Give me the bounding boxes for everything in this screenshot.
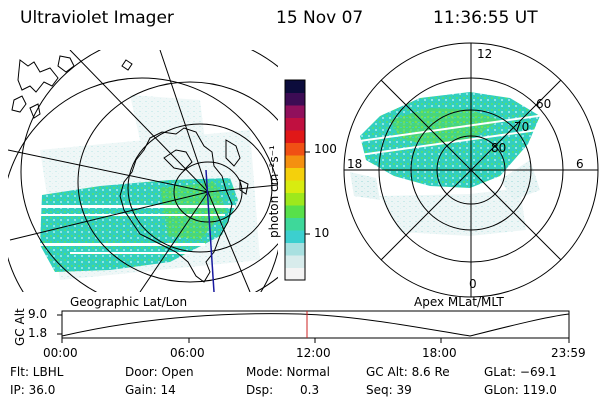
polar-plot	[343, 42, 599, 298]
time-label: 11:36:55 UT	[433, 8, 538, 28]
colorbar-tick-10: 10	[314, 226, 330, 240]
colorbar-segment	[285, 92, 305, 106]
altitude-ytick-min: 1.8	[28, 326, 48, 340]
mlt-label-18: 18	[347, 157, 363, 171]
mlt-label-6: 6	[576, 157, 584, 171]
status-dsp-label: Dsp:	[246, 383, 274, 397]
mlat-label-70: 70	[514, 120, 530, 134]
colorbar-segment	[285, 105, 305, 118]
colorbar-segment	[285, 167, 305, 181]
colorbar-segment	[285, 142, 305, 156]
colorbar-segment	[285, 242, 305, 256]
polar-panel-label: Apex MLat/MLT	[414, 295, 504, 309]
colorbar-segment	[285, 180, 305, 193]
colorbar-unit-label: photon cm⁻²s⁻¹	[267, 145, 281, 238]
colorbar-segment	[285, 205, 305, 218]
status-flt: Flt: LBHL	[10, 365, 64, 379]
colorbar-segment	[285, 230, 305, 243]
altitude-xtick-0000: 00:00	[43, 346, 78, 360]
status-door: Door: Open	[125, 365, 194, 379]
geographic-map	[8, 50, 278, 292]
status-gc-alt: GC Alt: 8.6 Re	[366, 365, 450, 379]
colorbar-segment	[285, 130, 305, 143]
altitude-ytick-max: 9.0	[28, 307, 48, 321]
geo-panel-label: Geographic Lat/Lon	[70, 295, 188, 309]
app-title: Ultraviolet Imager	[20, 8, 174, 28]
status-ip: IP: 36.0	[10, 383, 56, 397]
colorbar	[284, 79, 310, 281]
mlat-label-80: 80	[491, 141, 507, 155]
colorbar-segment	[285, 80, 305, 93]
altitude-xtick-1800: 18:00	[422, 346, 457, 360]
colorbar-segment	[285, 192, 305, 206]
status-glat: GLat: −69.1	[484, 365, 557, 379]
altitude-ylabel: GC Alt	[13, 308, 27, 346]
altitude-xtick-1200: 12:00	[296, 346, 331, 360]
status-gain: Gain: 14	[125, 383, 176, 397]
colorbar-segment	[285, 155, 305, 168]
colorbar-segment	[285, 117, 305, 131]
status-seq: Seq: 39	[366, 383, 412, 397]
status-dsp-value: 0.3	[300, 383, 320, 397]
altitude-xtick-2359: 23:59	[551, 346, 586, 360]
mlt-label-0: 0	[469, 277, 477, 291]
date-label: 15 Nov 07	[276, 8, 364, 28]
mlat-label-60: 60	[536, 97, 552, 111]
status-glon: GLon: 119.0	[484, 383, 557, 397]
colorbar-tick-100: 100	[314, 142, 337, 156]
colorbar-segment	[285, 267, 305, 281]
altitude-plot	[57, 310, 570, 343]
altitude-xtick-0600: 06:00	[170, 346, 205, 360]
altitude-curve	[61, 313, 570, 337]
colorbar-segment	[285, 255, 305, 268]
mlt-label-12: 12	[477, 47, 493, 61]
status-mode: Mode: Normal	[246, 365, 330, 379]
colorbar-segment	[285, 217, 305, 231]
